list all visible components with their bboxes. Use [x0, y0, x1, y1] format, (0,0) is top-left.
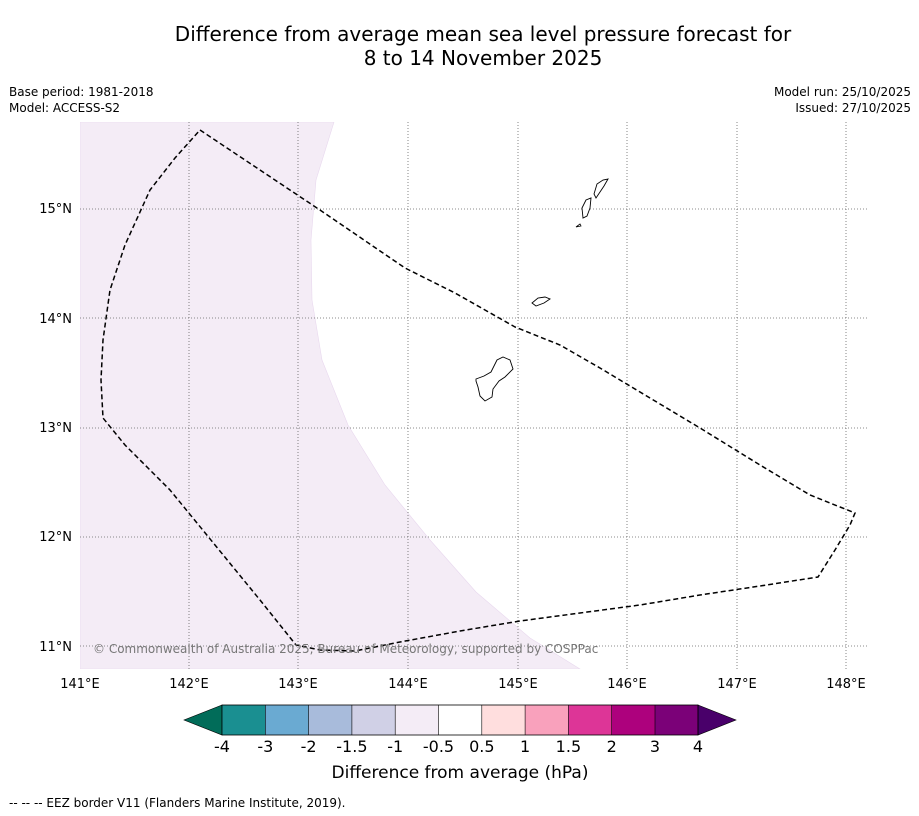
anomaly-region [80, 122, 581, 669]
eez-legend: -- -- -- EEZ border V11 (Flanders Marine… [9, 796, 346, 810]
island-aguijan [575, 223, 582, 228]
island-saipan [593, 178, 609, 199]
map-area [80, 122, 868, 669]
colorbar-under-arrow [183, 704, 223, 736]
lon-label-148e: 148°E [826, 677, 866, 692]
colorbar-tick-9: 1.5 [556, 737, 581, 756]
issued-date: Issued: 27/10/2025 [795, 101, 911, 115]
lon-label-146e: 146°E [607, 677, 647, 692]
lat-label-13n: 13°N [39, 421, 72, 436]
colorbar-tick-8: 1 [520, 737, 530, 756]
map-copyright: © Commonwealth of Australia 2025, Bureau… [93, 642, 598, 656]
base-period: Base period: 1981-2018 [9, 85, 154, 99]
colorbar-segment-11 [655, 705, 698, 735]
island-rota [531, 296, 551, 307]
lon-label-142e: 142°E [169, 677, 209, 692]
colorbar-segment-6 [438, 705, 482, 735]
colorbar-segment-1 [222, 705, 266, 735]
colorbar-segment-8 [525, 705, 569, 735]
colorbar-over-arrow [697, 704, 737, 736]
lat-label-14n: 14°N [39, 312, 72, 327]
meta-right: Model run: 25/10/2025 Issued: 27/10/2025 [774, 84, 911, 116]
colorbar-outline [221, 704, 699, 736]
latitude-labels: 15°N 14°N 13°N 12°N 11°N [39, 202, 72, 655]
colorbar-tick-10: 2 [607, 737, 617, 756]
colorbar-segment-7 [481, 705, 526, 735]
colorbar-segment-3 [308, 705, 352, 735]
model-run: Model run: 25/10/2025 [773, 85, 911, 99]
lat-label-12n: 12°N [39, 530, 72, 545]
island-guam [475, 356, 514, 402]
title-line-2: 8 to 14 November 2025 [363, 46, 603, 70]
model-name: Model: ACCESS-S2 [9, 101, 121, 115]
lon-label-141e: 141°E [60, 677, 100, 692]
colorbar-tick-5: -1 [387, 737, 403, 756]
colorbar-tick-2: -3 [257, 737, 273, 756]
map-title: Difference from average mean sea level p… [80, 22, 886, 70]
colorbar-tick-7: 0.5 [469, 737, 494, 756]
colorbar-segment-5 [395, 705, 439, 735]
eez-border [100, 129, 856, 652]
lon-label-144e: 144°E [388, 677, 428, 692]
meta-left: Base period: 1981-2018 Model: ACCESS-S2 [9, 84, 154, 116]
colorbar-tick-4: -1.5 [336, 737, 367, 756]
colorbar-tick-3: -2 [301, 737, 317, 756]
longitude-gridlines [188, 122, 847, 669]
colorbar-dividers [264, 705, 656, 735]
title-line-1: Difference from average mean sea level p… [174, 22, 792, 46]
colorbar-segment-9 [568, 705, 612, 735]
lon-label-143e: 143°E [278, 677, 318, 692]
colorbar-segment-10 [611, 705, 655, 735]
colorbar: -4 -3 -2 -1.5 -1 -0.5 0.5 1 1.5 2 3 4 Di… [183, 704, 737, 783]
lat-label-15n: 15°N [39, 202, 72, 217]
colorbar-ticks: -4 -3 -2 -1.5 -1 -0.5 0.5 1 1.5 2 3 4 [214, 737, 703, 756]
latitude-gridlines [80, 208, 868, 647]
colorbar-segment-2 [265, 705, 309, 735]
colorbar-tick-1: -4 [214, 737, 230, 756]
lat-label-11n: 11°N [39, 640, 72, 655]
colorbar-tick-6: -0.5 [423, 737, 454, 756]
colorbar-tick-11: 3 [650, 737, 660, 756]
colorbar-segment-4 [351, 705, 396, 735]
island-tinian [581, 197, 592, 219]
lon-label-145e: 145°E [498, 677, 538, 692]
lon-label-147e: 147°E [717, 677, 757, 692]
colorbar-tick-12: 4 [693, 737, 703, 756]
longitude-labels: 141°E 142°E 143°E 144°E 145°E 146°E 147°… [60, 677, 866, 692]
colorbar-label: Difference from average (hPa) [332, 763, 589, 783]
